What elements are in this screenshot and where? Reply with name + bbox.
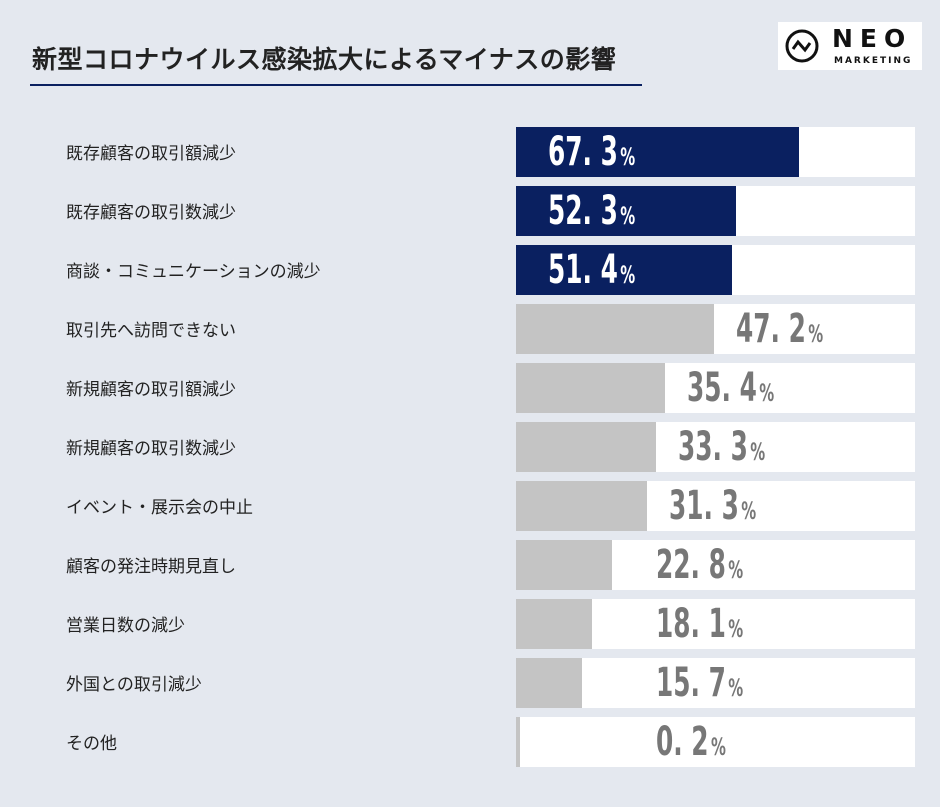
bar-row: 顧客の発注時期見直し 22. 8% (0, 540, 940, 590)
percent-sign: % (808, 320, 824, 348)
bar-row: 商談・コミュニケーションの減少 51. 4% (0, 245, 940, 295)
data-label: 18. 1% (656, 601, 743, 652)
chart-title: 新型コロナウイルス感染拡大によるマイナスの影響 (32, 45, 617, 74)
percent-sign: % (728, 615, 744, 643)
bar (516, 540, 612, 590)
category-label: 新規顧客の取引額減少 (66, 380, 236, 400)
category-label: 既存顧客の取引額減少 (66, 144, 236, 164)
bar-track: 31. 3% (516, 481, 915, 531)
bar-row: 営業日数の減少 18. 1% (0, 599, 940, 649)
percent-sign: % (750, 438, 766, 466)
data-label: 51. 4% (548, 247, 635, 298)
data-value: 31. 3 (669, 483, 740, 529)
bar-row: 既存顧客の取引額減少 67. 3% (0, 127, 940, 177)
bar-row: 新規顧客の取引数減少 33. 3% (0, 422, 940, 472)
category-label: 既存顧客の取引数減少 (66, 203, 236, 223)
category-label: その他 (66, 734, 117, 754)
category-label: 新規顧客の取引数減少 (66, 439, 236, 459)
data-value: 52. 3 (548, 188, 618, 234)
data-value: 18. 1 (656, 601, 726, 647)
category-label: イベント・展示会の中止 (66, 498, 253, 518)
logo-text: NEO (832, 24, 913, 53)
bar-row: 取引先へ訪問できない 47. 2% (0, 304, 940, 354)
data-label: 35. 4% (687, 365, 774, 416)
data-label: 52. 3% (548, 188, 635, 239)
data-value: 35. 4 (686, 365, 757, 411)
bar-track: 67. 3% (516, 127, 915, 177)
title-underline (30, 84, 642, 86)
bar-track: 15. 7% (516, 658, 915, 708)
bar-row: 新規顧客の取引額減少 35. 4% (0, 363, 940, 413)
data-label: 22. 8% (656, 542, 743, 593)
bar (516, 481, 648, 531)
bar-track: 35. 4% (516, 363, 915, 413)
data-value: 67. 3 (548, 129, 618, 175)
bar (516, 658, 582, 708)
bar (516, 304, 715, 354)
percent-sign: % (711, 733, 726, 761)
category-label: 商談・コミュニケーションの減少 (66, 262, 321, 282)
percent-sign: % (620, 261, 636, 289)
bar-track: 47. 2% (516, 304, 915, 354)
data-value: 0. 2 (656, 719, 709, 765)
neo-marketing-logo: NEO MARKETING (778, 22, 922, 70)
percent-sign: % (758, 379, 774, 407)
bar-track: 22. 8% (516, 540, 915, 590)
data-label: 67. 3% (548, 129, 635, 180)
data-label: 15. 7% (656, 660, 743, 711)
data-value: 33. 3 (677, 424, 748, 470)
data-value: 22. 8 (656, 542, 726, 588)
percent-sign: % (620, 202, 636, 230)
data-label: 31. 3% (669, 483, 756, 534)
percent-sign: % (620, 143, 636, 171)
bar-track: 33. 3% (516, 422, 915, 472)
data-label: 0. 2% (656, 719, 726, 770)
percent-sign: % (728, 674, 744, 702)
bar-row: 既存顧客の取引数減少 52. 3% (0, 186, 940, 236)
bar (516, 363, 665, 413)
bar-track: 0. 2% (516, 717, 915, 767)
data-label: 33. 3% (678, 424, 765, 475)
category-label: 営業日数の減少 (66, 616, 185, 636)
bar (516, 599, 593, 649)
data-value: 15. 7 (656, 660, 726, 706)
bar (516, 186, 736, 236)
category-label: 取引先へ訪問できない (66, 321, 236, 341)
bar (516, 422, 656, 472)
bar-row: イベント・展示会の中止 31. 3% (0, 481, 940, 531)
logo-subtext: MARKETING (834, 56, 913, 66)
bar-track: 52. 3% (516, 186, 915, 236)
percent-sign: % (741, 497, 757, 525)
bar-row: 外国との取引減少 15. 7% (0, 658, 940, 708)
bar-track: 51. 4% (516, 245, 915, 295)
category-label: 顧客の発注時期見直し (66, 557, 236, 577)
logo-pulse-icon (785, 29, 819, 63)
data-value: 51. 4 (548, 247, 618, 293)
category-label: 外国との取引減少 (66, 675, 202, 695)
bar (516, 245, 732, 295)
bar (516, 717, 520, 767)
bar (516, 127, 799, 177)
percent-sign: % (728, 556, 744, 584)
data-label: 47. 2% (736, 306, 823, 357)
data-value: 47. 2 (736, 306, 807, 352)
bar-track: 18. 1% (516, 599, 915, 649)
bar-row: その他 0. 2% (0, 717, 940, 767)
